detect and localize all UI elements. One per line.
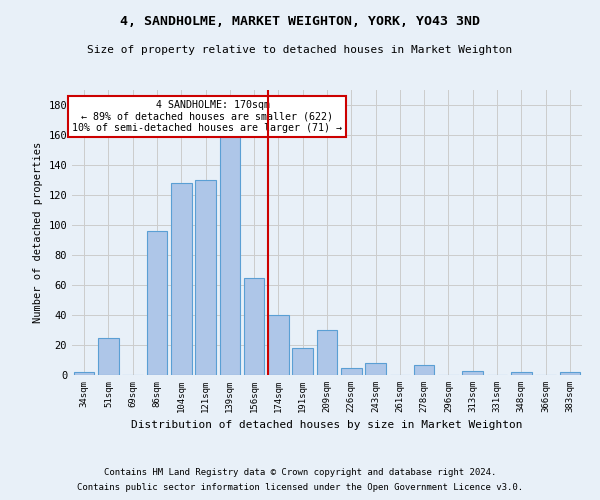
Bar (195, 180, 216, 375)
Bar (220, 108, 240, 375)
Text: Contains public sector information licensed under the Open Government Licence v3: Contains public sector information licen… (77, 483, 523, 492)
Bar (244, 278, 265, 375)
Bar (74, 372, 94, 375)
Bar (292, 348, 313, 375)
Text: Size of property relative to detached houses in Market Weighton: Size of property relative to detached ho… (88, 45, 512, 55)
Bar (463, 370, 483, 375)
Text: 4, SANDHOLME, MARKET WEIGHTON, YORK, YO43 3ND: 4, SANDHOLME, MARKET WEIGHTON, YORK, YO4… (120, 15, 480, 28)
Bar (365, 363, 386, 375)
X-axis label: Distribution of detached houses by size in Market Weighton: Distribution of detached houses by size … (131, 420, 523, 430)
Text: Contains HM Land Registry data © Crown copyright and database right 2024.: Contains HM Land Registry data © Crown c… (104, 468, 496, 477)
Bar (171, 183, 191, 375)
Text: 4 SANDHOLME: 170sqm
← 89% of detached houses are smaller (622)
10% of semi-detac: 4 SANDHOLME: 170sqm ← 89% of detached ho… (72, 100, 342, 133)
Bar (317, 330, 337, 375)
Bar (560, 372, 580, 375)
Bar (341, 368, 362, 375)
Bar (146, 231, 167, 375)
Bar (98, 338, 119, 375)
Bar (268, 315, 289, 375)
Bar (511, 372, 532, 375)
Y-axis label: Number of detached properties: Number of detached properties (33, 142, 43, 323)
Bar (414, 364, 434, 375)
